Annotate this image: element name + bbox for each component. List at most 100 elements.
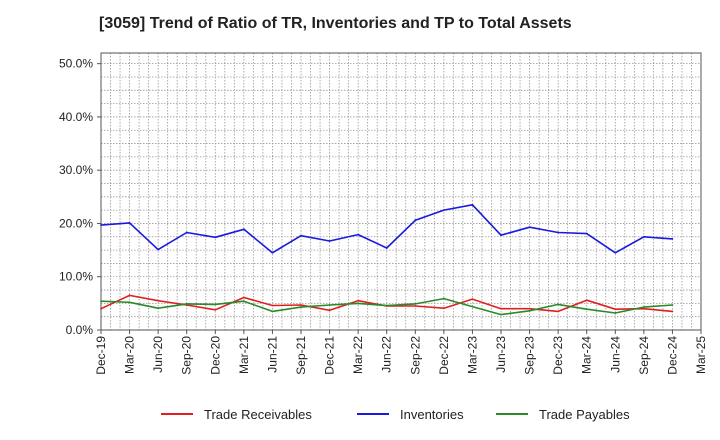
- chart-title: [3059] Trend of Ratio of TR, Inventories…: [99, 15, 572, 32]
- data-point-trade-payables: [442, 297, 445, 300]
- data-point-trade-receivables: [357, 299, 360, 302]
- data-point-inventories: [100, 224, 102, 226]
- data-point-inventories: [214, 236, 217, 239]
- data-point-trade-payables: [157, 307, 160, 310]
- y-tick-label: 20.0%: [59, 216, 93, 230]
- data-point-trade-receivables: [300, 304, 302, 306]
- data-point-trade-receivables: [671, 310, 674, 313]
- data-point-trade-payables: [414, 302, 417, 305]
- data-point-trade-payables: [214, 303, 217, 306]
- data-point-trade-payables: [185, 302, 188, 305]
- x-tick-label: Sep-20: [180, 336, 194, 375]
- x-tick-label: Dec-23: [551, 336, 565, 375]
- data-point-inventories: [557, 231, 560, 234]
- x-tick-label: Jun-20: [151, 336, 165, 373]
- data-point-trade-payables: [557, 303, 560, 306]
- x-tick-label: Dec-22: [437, 336, 451, 375]
- data-point-inventories: [271, 251, 274, 254]
- x-tick-label: Dec-20: [208, 336, 222, 375]
- data-point-inventories: [128, 222, 131, 224]
- legend-label: Trade Receivables: [204, 407, 312, 422]
- data-point-inventories: [357, 233, 360, 236]
- data-point-inventories: [585, 232, 588, 235]
- data-point-inventories: [242, 228, 245, 231]
- data-point-trade-receivables: [557, 310, 560, 313]
- x-tick-label: Dec-21: [323, 336, 337, 375]
- x-tick-label: Mar-21: [237, 336, 251, 374]
- data-point-trade-receivables: [100, 307, 102, 310]
- data-point-inventories: [614, 251, 617, 254]
- data-point-trade-payables: [271, 310, 274, 313]
- series-layer: [100, 203, 674, 316]
- y-tick-label: 40.0%: [59, 110, 93, 124]
- data-point-trade-receivables: [614, 308, 617, 311]
- x-tick-label: Sep-23: [523, 336, 537, 375]
- x-tick-label: Dec-19: [94, 336, 108, 375]
- data-point-inventories: [414, 219, 417, 222]
- data-point-trade-payables: [128, 301, 131, 304]
- x-tick-label: Mar-25: [694, 336, 708, 374]
- legend-item-trade-payables: Trade Payables: [496, 407, 630, 422]
- x-tick-label: Jun-23: [494, 336, 508, 373]
- legend-item-trade-receivables: Trade Receivables: [161, 407, 312, 422]
- data-point-trade-payables: [385, 304, 388, 307]
- x-tick-label: Mar-22: [351, 336, 365, 374]
- data-point-trade-receivables: [242, 296, 245, 299]
- data-point-trade-receivables: [642, 307, 645, 310]
- x-tick-label: Mar-24: [580, 336, 594, 374]
- data-point-inventories: [328, 240, 331, 242]
- data-point-inventories: [671, 238, 674, 240]
- data-point-inventories: [642, 235, 645, 238]
- data-point-inventories: [157, 248, 160, 251]
- data-point-trade-payables: [328, 304, 331, 306]
- data-point-trade-receivables: [271, 304, 274, 307]
- data-point-inventories: [471, 203, 474, 206]
- y-axis: 0.0% 10.0% 20.0% 30.0% 40.0% 50.0%: [59, 57, 101, 337]
- data-point-trade-payables: [357, 302, 360, 305]
- data-point-trade-receivables: [414, 305, 417, 307]
- x-tick-label: Mar-23: [465, 336, 479, 374]
- legend: Trade Receivables Inventories Trade Payabl…: [161, 407, 630, 422]
- data-point-inventories: [185, 231, 188, 234]
- data-point-inventories: [300, 234, 302, 237]
- x-tick-label: Jun-24: [608, 336, 622, 373]
- data-point-trade-receivables: [328, 309, 331, 312]
- data-point-trade-receivables: [585, 299, 588, 302]
- y-tick-label: 50.0%: [59, 57, 93, 71]
- x-tick-label: Dec-24: [665, 336, 679, 375]
- x-tick-label: Sep-21: [294, 336, 308, 375]
- legend-label: Inventories: [400, 407, 464, 422]
- x-tick-label: Jun-21: [265, 336, 279, 373]
- data-point-trade-payables: [500, 313, 502, 316]
- y-tick-label: 0.0%: [66, 323, 94, 337]
- x-tick-label: Mar-20: [123, 336, 137, 374]
- data-point-inventories: [528, 226, 531, 229]
- data-point-trade-payables: [614, 312, 617, 314]
- x-tick-label: Jun-22: [380, 336, 394, 373]
- y-tick-label: 10.0%: [59, 270, 93, 284]
- data-point-trade-receivables: [128, 294, 131, 297]
- plot-frame: [100, 52, 702, 331]
- data-point-trade-payables: [100, 300, 102, 303]
- data-point-trade-payables: [671, 304, 674, 306]
- data-point-inventories: [500, 234, 502, 237]
- data-point-trade-payables: [300, 306, 302, 308]
- data-point-trade-payables: [242, 300, 245, 303]
- x-axis: Dec-19 Mar-20 Jun-20 Sep-20 Dec-20 Mar-21 Jun-…: [94, 330, 708, 375]
- data-point-trade-payables: [642, 306, 645, 308]
- x-tick-label: Sep-24: [637, 336, 651, 375]
- data-point-trade-payables: [528, 309, 531, 312]
- data-point-inventories: [442, 209, 445, 212]
- data-point-trade-receivables: [157, 299, 160, 302]
- data-point-trade-receivables: [214, 308, 217, 311]
- legend-item-inventories: Inventories: [357, 407, 464, 422]
- x-tick-label: Sep-22: [408, 336, 422, 375]
- data-point-trade-receivables: [471, 298, 474, 301]
- data-point-trade-receivables: [442, 307, 445, 310]
- legend-label: Trade Payables: [539, 407, 630, 422]
- data-point-inventories: [385, 247, 388, 249]
- grid: [100, 53, 702, 331]
- data-point-trade-receivables: [500, 307, 502, 310]
- data-point-trade-payables: [585, 308, 588, 311]
